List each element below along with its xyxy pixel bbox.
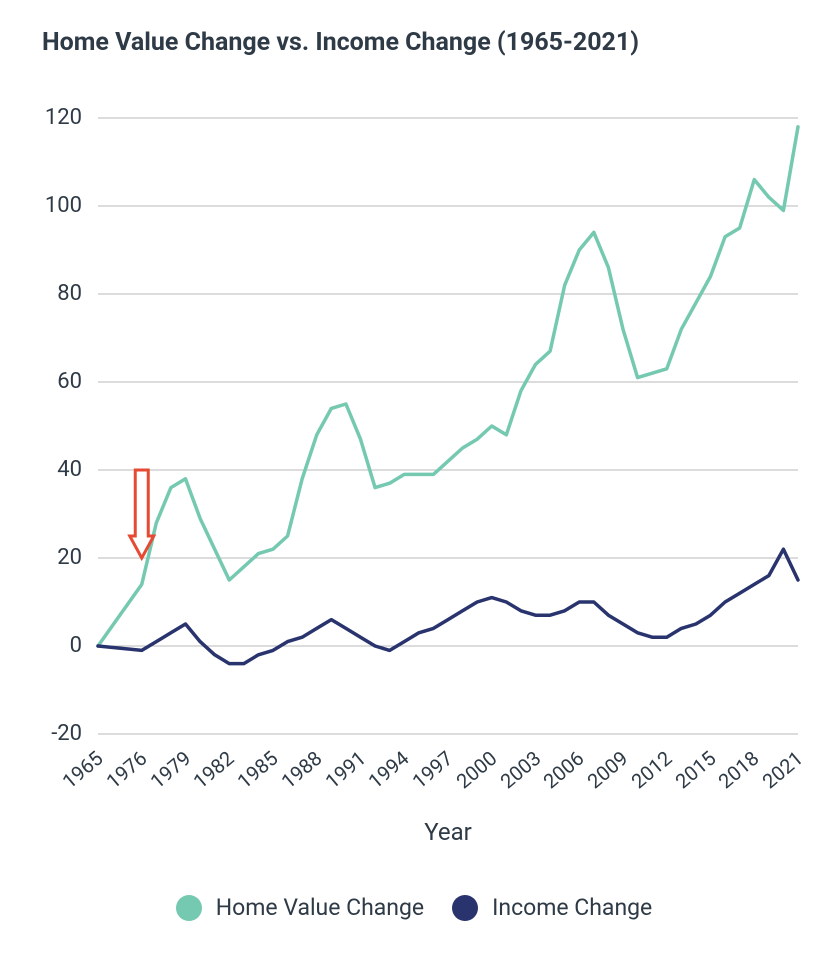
- y-tick-label: 60: [0, 369, 82, 394]
- legend-swatch-icon: [452, 895, 478, 921]
- y-tick-label: 100: [0, 193, 82, 218]
- y-tick-label: -20: [0, 721, 82, 746]
- y-tick-label: 80: [0, 281, 82, 306]
- y-tick-label: 40: [0, 457, 82, 482]
- series-home-value: [98, 127, 798, 646]
- y-tick-label: 120: [0, 105, 82, 130]
- y-tick-label: 0: [0, 633, 82, 658]
- legend: Home Value Change Income Change: [0, 894, 828, 921]
- x-axis-label: Year: [98, 818, 798, 846]
- legend-label: Home Value Change: [216, 894, 424, 921]
- y-tick-label: 20: [0, 545, 82, 570]
- legend-swatch-icon: [176, 895, 202, 921]
- legend-item-home-value: Home Value Change: [176, 894, 424, 921]
- annotation-arrow-icon: [130, 470, 154, 558]
- legend-label: Income Change: [492, 894, 652, 921]
- legend-item-income: Income Change: [452, 894, 652, 921]
- chart-container: Home Value Change vs. Income Change (196…: [0, 0, 828, 971]
